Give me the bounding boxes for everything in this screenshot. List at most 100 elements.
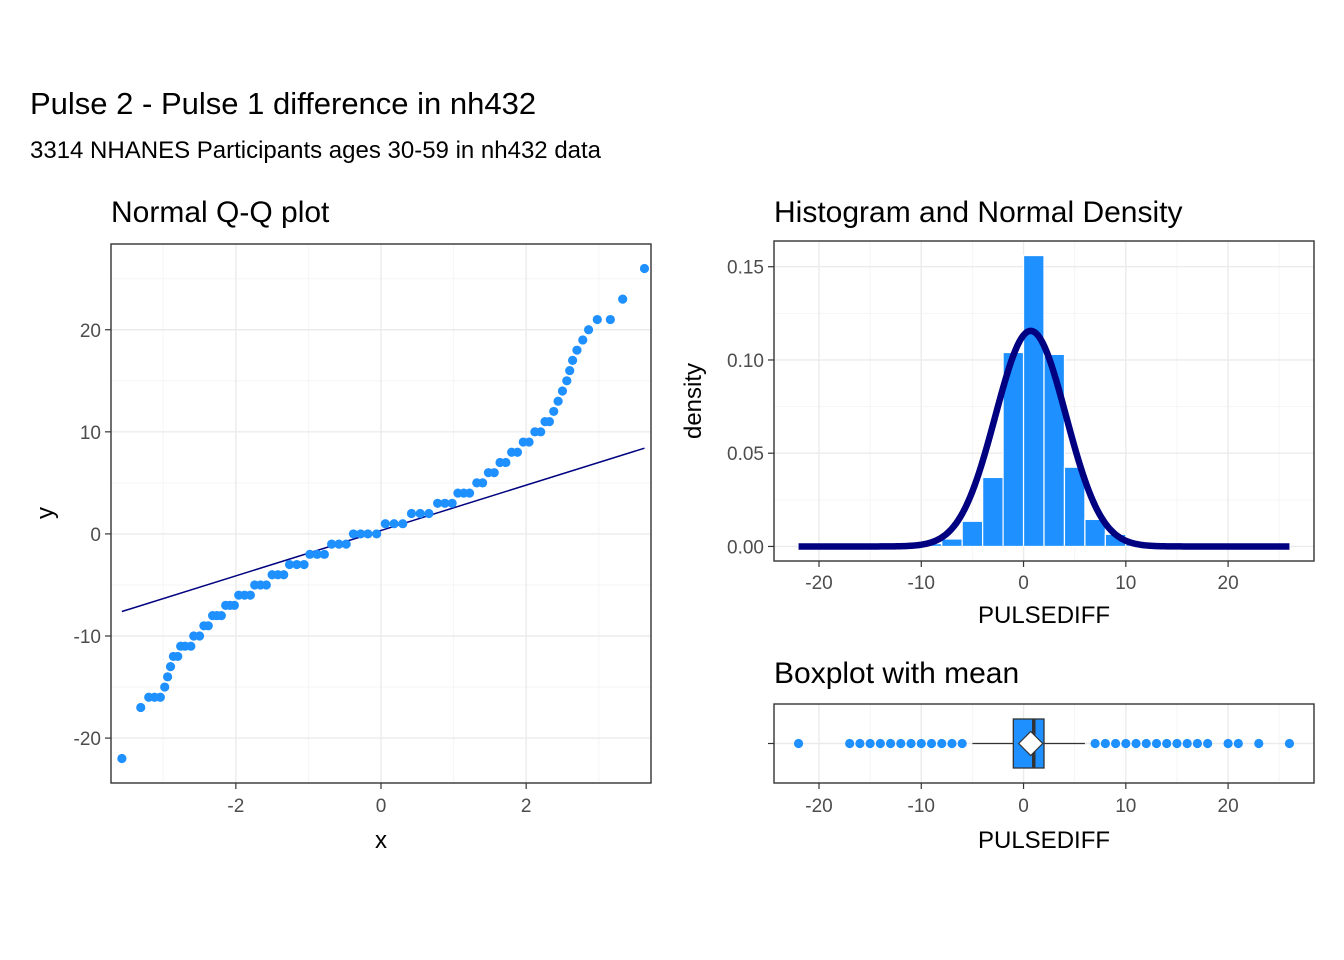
box-outlier-point [1141,738,1151,749]
qq-point [160,682,170,692]
qq-point [549,406,559,417]
qq-point [553,396,563,406]
qq-point [618,294,628,304]
box-outlier-point [1172,738,1182,749]
qq-point [557,386,568,396]
qq-point [261,580,271,590]
hist-y-tick-label: 0.10 [727,351,764,372]
box-outlier-point [906,738,916,749]
qq-point [440,498,450,508]
qq-point [536,427,546,437]
qq-point [639,263,650,274]
hist-x-tick-label: -10 [908,573,935,594]
hist-y-tick-label: 0.15 [727,258,764,279]
qq-y-tick-label: -10 [74,627,101,648]
qq-point [334,539,344,549]
boxplot-plot: -20 -10 0 10 20 PULSEDIFF [768,703,1315,854]
qq-point [447,498,457,508]
box-outlier-point [1131,738,1141,749]
box-x-tick-label: -10 [908,796,935,817]
qq-point [163,672,173,682]
hist-x-tick-label: 10 [1115,573,1136,594]
qq-point [165,662,176,672]
qq-point [216,610,226,621]
hist-bar [1084,518,1106,548]
figure-subtitle: 3314 NHANES Participants ages 30-59 in n… [30,137,602,164]
qq-point [173,651,183,662]
figure-title: Pulse 2 - Pulse 1 difference in nh432 [30,86,537,121]
hist-bar [961,520,984,548]
box-outlier-point [947,738,957,749]
box-mean-marker [1017,730,1044,757]
qq-point [155,692,165,702]
qq-point [194,631,205,641]
qq-point [305,549,315,559]
qq-point [406,508,417,519]
qq-y-tick-label: -20 [74,729,101,750]
box-outlier-point [1110,738,1121,749]
box-outlier-point [1284,738,1295,749]
qq-point [279,570,289,580]
qq-point [565,365,575,376]
qq-panel-title: Normal Q-Q plot [111,196,330,229]
box-x-axis-label: PULSEDIFF [978,827,1110,854]
qq-point [501,457,511,468]
qq-point [229,600,239,610]
hist-panel-title: Histogram and Normal Density [774,196,1182,229]
box-outlier-point [1233,738,1243,749]
qq-x-axis-label: x [375,827,387,854]
hist-panel-border [773,240,1315,562]
box-outlier-point [1223,738,1233,749]
qq-point [380,519,390,529]
qq-point [583,325,594,335]
qq-point [341,539,351,549]
box-outlier-point [855,738,865,749]
box-outlier-point [1100,738,1110,749]
qq-point [389,519,399,529]
qq-point [284,559,295,570]
box-outlier-point [896,738,906,749]
box-outlier-point [926,738,937,749]
qq-y-axis-label: y [32,507,59,519]
hist-bar [982,476,1004,548]
qq-point [312,549,322,559]
qq-point [372,529,382,539]
qq-point [327,539,337,549]
qq-point [348,529,359,539]
box-outlier-point [865,738,875,749]
hist-x-tick-label: 20 [1218,573,1239,594]
box-outlier-point [1192,738,1203,749]
qq-point [544,417,554,427]
box-outlier-point [1203,738,1213,749]
box-outlier-point [793,738,804,749]
qq-point [398,519,408,529]
hist-y-tick-label: 0.05 [727,444,764,465]
qq-reference-line [121,447,645,613]
hist-y-tick-label: 0.00 [727,537,764,558]
hist-x-axis-label: PULSEDIFF [978,602,1110,629]
qq-point [464,488,475,498]
qq-y-tick-label: 0 [90,525,101,546]
hist-bar [941,538,963,548]
box-x-tick-label: 20 [1218,796,1239,817]
qq-point [292,559,302,570]
qq-point [245,590,255,600]
qq-point [605,314,615,325]
qq-point [424,508,434,519]
box-outlier-point [1090,738,1100,749]
qq-point [489,468,499,478]
qq-point [319,549,329,559]
qq-point [568,355,578,365]
box-outlier-point [1254,738,1264,749]
box-x-tick-label: -20 [805,796,832,817]
qq-x-tick-label: -2 [227,796,244,817]
hist-x-tick-label: -20 [805,573,832,594]
histogram-plot: -20 -10 0 10 20 0.00 0.05 0.10 0.15 PULSEDIFF de… [680,240,1315,629]
qq-point [478,478,488,488]
qq-point [117,753,127,764]
hist-bar [1063,466,1086,548]
qq-point [562,376,572,386]
qq-y-tick-label: 20 [80,321,101,342]
hist-x-tick-label: 0 [1018,573,1029,594]
